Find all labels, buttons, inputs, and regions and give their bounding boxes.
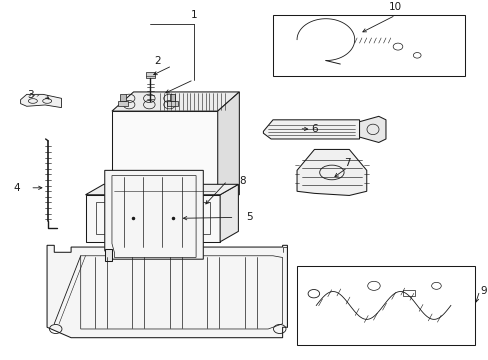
Bar [145,72,155,78]
Bar [402,290,414,296]
Text: 9: 9 [480,285,487,296]
Polygon shape [359,116,385,143]
Bar [120,94,126,101]
Text: 4: 4 [13,183,20,193]
Polygon shape [85,195,220,242]
Text: 8: 8 [239,176,245,186]
Text: 10: 10 [388,2,401,12]
Bar [118,101,128,106]
Polygon shape [112,111,217,195]
Polygon shape [47,245,287,338]
Polygon shape [85,184,238,195]
Polygon shape [104,170,203,261]
Text: 2: 2 [154,55,161,66]
Polygon shape [20,94,61,108]
Polygon shape [220,184,238,242]
Polygon shape [104,249,112,261]
Bar [166,101,178,106]
Bar [169,94,175,101]
Text: 1: 1 [190,10,197,21]
Polygon shape [217,92,239,195]
Text: 7: 7 [344,158,350,167]
Polygon shape [263,120,359,139]
Text: 5: 5 [246,212,253,222]
Polygon shape [112,92,239,111]
Bar [296,266,474,345]
Polygon shape [296,149,366,195]
Text: 6: 6 [311,123,317,134]
Text: 3: 3 [27,90,34,100]
Bar [272,15,465,76]
